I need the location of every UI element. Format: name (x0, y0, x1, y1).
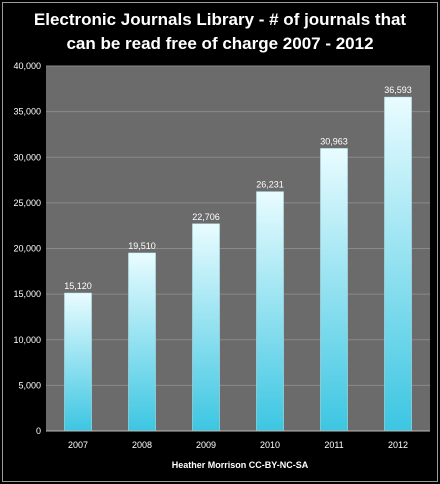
bar (256, 191, 284, 432)
data-labels: 15,120 19,510 22,706 26,231 30,963 36,593 (64, 85, 412, 291)
bar (320, 148, 348, 432)
y-tick-label: 25,000 (13, 198, 41, 208)
y-tick-label: 20,000 (13, 244, 41, 254)
chart-title-line-1: Electronic Journals Library - # of journ… (33, 10, 407, 29)
bars (64, 96, 412, 432)
y-tick-label: 10,000 (13, 335, 41, 345)
y-tick-label: 40,000 (13, 61, 41, 71)
data-label: 22,706 (192, 212, 220, 222)
chart-footer: Heather Morrison CC-BY-NC-SA (171, 460, 309, 470)
x-tick-label: 2008 (132, 440, 152, 450)
bar (384, 96, 412, 432)
data-label: 36,593 (384, 85, 412, 95)
x-tick-label: 2011 (324, 440, 343, 450)
x-tick-label: 2012 (388, 440, 408, 450)
gridlines (46, 65, 430, 386)
chart-title-line-2: can be read free of charge 2007 - 2012 (66, 34, 374, 53)
y-tick-label: 30,000 (13, 152, 41, 162)
data-label: 19,510 (128, 241, 156, 251)
x-tick-label: 2009 (196, 440, 216, 450)
data-label: 30,963 (320, 136, 348, 146)
bar (64, 292, 92, 432)
bar (128, 252, 156, 432)
y-tick-label: 15,000 (13, 289, 41, 299)
data-label: 15,120 (64, 281, 92, 291)
bar (192, 223, 220, 432)
x-tick-label: 2010 (260, 440, 280, 450)
x-tick-label: 2007 (68, 440, 88, 450)
y-tick-label: 5,000 (18, 380, 41, 390)
data-label: 26,231 (256, 180, 284, 190)
y-tick-label: 35,000 (13, 107, 41, 117)
chart-title: Electronic Journals Library - # of journ… (0, 8, 440, 56)
y-tick-label: 0 (36, 426, 41, 436)
y-axis-labels: 0 5,000 10,000 15,000 20,000 25,000 30,000 35,0… (13, 61, 41, 436)
x-axis-labels: 2007 2008 2009 2010 2011 2012 (68, 440, 408, 450)
